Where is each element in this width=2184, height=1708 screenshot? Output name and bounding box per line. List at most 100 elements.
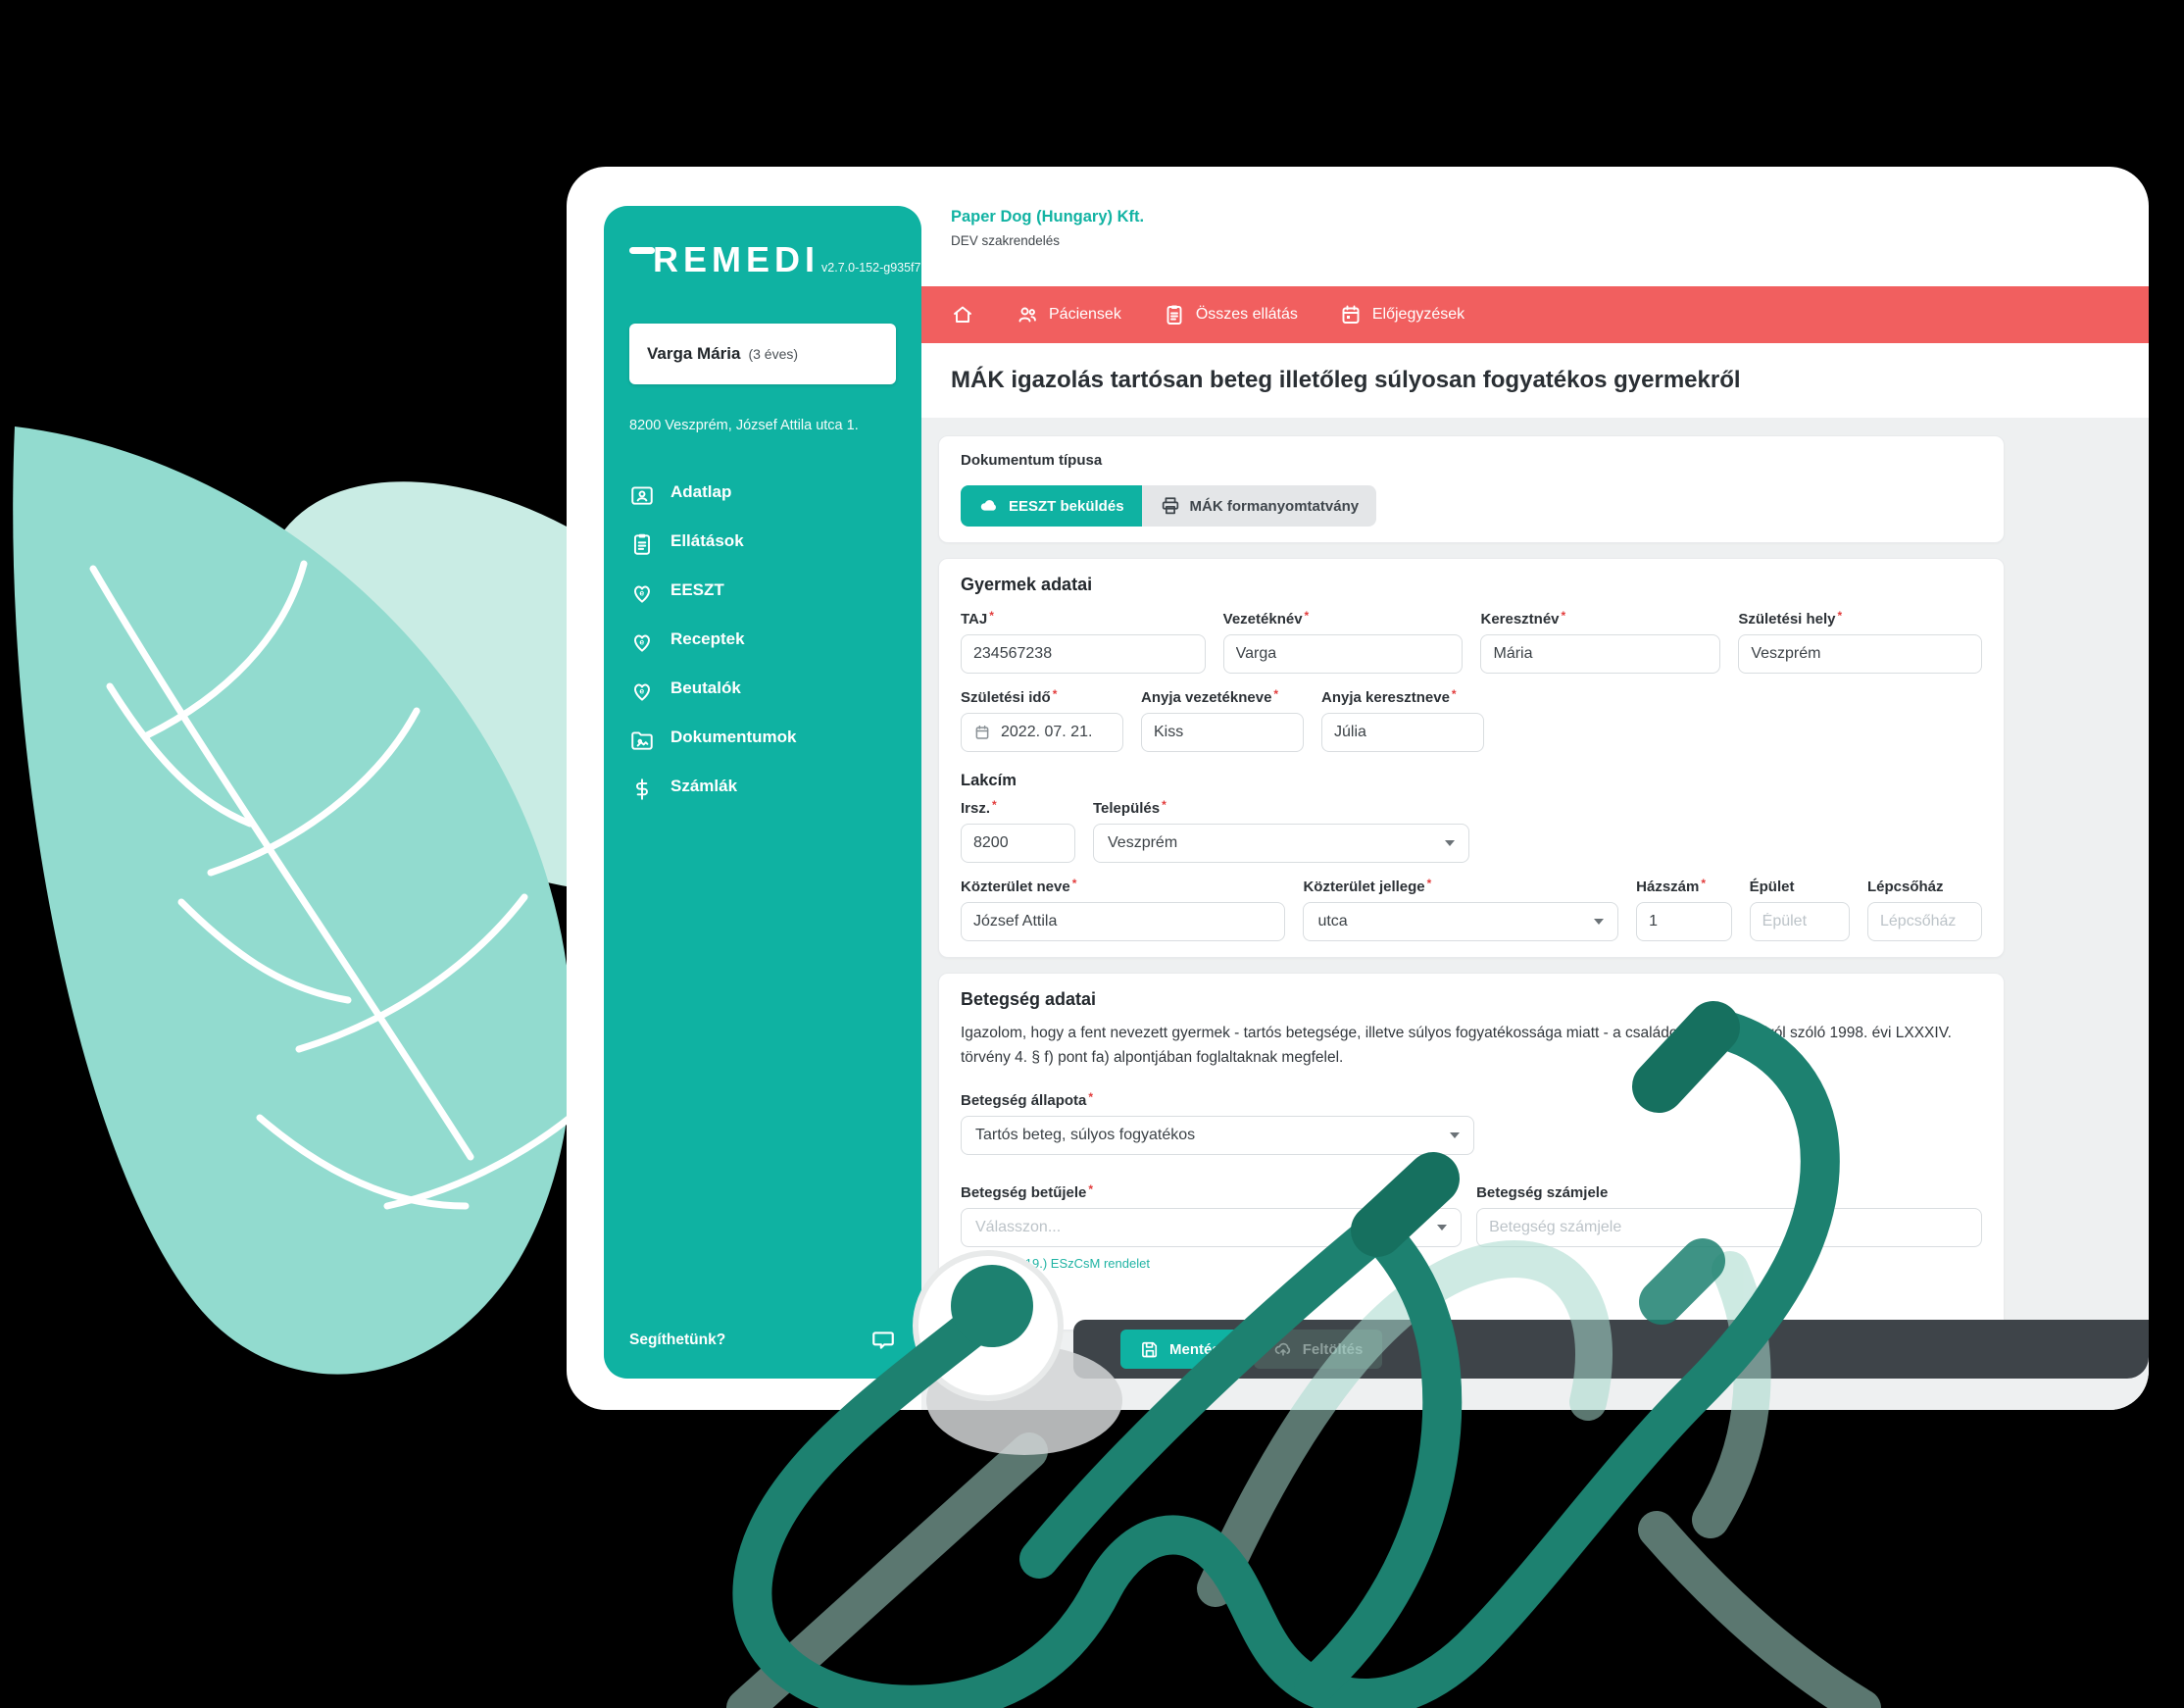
- house-number-input[interactable]: [1636, 902, 1732, 941]
- chat-bubble-icon: [872, 1331, 894, 1349]
- nav-item-label: Páciensek: [1049, 306, 1121, 323]
- field-epulet: Épület: [1749, 879, 1850, 941]
- sidebar-item-eeszt[interactable]: e EESZT: [629, 569, 896, 618]
- field-label: Születési idő: [961, 689, 1051, 706]
- toggle-label: MÁK formanyomtatvány: [1189, 497, 1360, 515]
- required-marker: *: [1426, 877, 1432, 890]
- chevron-down-icon: [1437, 1224, 1448, 1231]
- section-title: Gyermek adatai: [961, 575, 1093, 594]
- sidebar-item-receptek[interactable]: e Receptek: [629, 618, 896, 667]
- form-content: Dokumentum típusa EESZT beküldés: [921, 418, 2149, 1410]
- workspace-header: Paper Dog (Hungary) Kft. DEV szakrendelé…: [921, 167, 2149, 248]
- disease-letter-select[interactable]: Válasszon...: [961, 1207, 1463, 1247]
- patient-age: (3 éves): [748, 346, 799, 362]
- svg-text:e: e: [639, 686, 644, 696]
- logo-text: REMEDI: [653, 239, 820, 279]
- help-widget[interactable]: Segíthetünk?: [629, 1328, 896, 1353]
- nav-item-label: Összes ellátás: [1195, 306, 1298, 323]
- zip-input[interactable]: [961, 824, 1075, 863]
- sidebar-item-label: Adatlap: [670, 481, 732, 501]
- taj-input[interactable]: [961, 634, 1206, 674]
- patient-selector[interactable]: Varga Mária (3 éves): [629, 324, 896, 384]
- cloud-upload-icon: [1274, 1342, 1290, 1356]
- address-subheading: Lakcím: [961, 772, 1017, 789]
- save-icon: [1142, 1341, 1158, 1358]
- field-label: Betegség állapota: [961, 1091, 1087, 1109]
- field-anyja-keresztneve: Anyja keresztneve *: [1321, 687, 1484, 752]
- building-input[interactable]: [1749, 902, 1850, 941]
- upload-button[interactable]: Feltöltés: [1253, 1330, 1383, 1369]
- field-betegseg-szamjele: Betegség számjele: [1476, 1184, 1982, 1271]
- sidebar-item-ellatasok[interactable]: Ellátások: [629, 520, 896, 569]
- app-version: v2.7.0-152-g935f7ab: [821, 261, 935, 275]
- sidebar-item-dokumentumok[interactable]: Dokumentumok: [629, 716, 896, 765]
- birth-date-picker[interactable]: 2022. 07. 21.: [961, 713, 1123, 752]
- eeszt-heart-icon: e: [634, 634, 650, 652]
- disease-status-select[interactable]: Tartós beteg, súlyos fogyatékos: [961, 1115, 1474, 1155]
- required-marker: *: [989, 609, 994, 623]
- field-betegseg-allapota: Betegség állapota * Tartós beteg, súlyos …: [961, 1089, 1982, 1155]
- sidebar-item-label: Beutalók: [670, 678, 741, 697]
- page-title: MÁK igazolás tartósan beteg illetőleg sú…: [951, 367, 1741, 393]
- company-name: Paper Dog (Hungary) Kft.: [951, 208, 1145, 226]
- eeszt-heart-icon: e: [634, 585, 650, 603]
- street-type-select[interactable]: utca: [1303, 902, 1619, 941]
- toggle-eeszt-bekuldes[interactable]: EESZT beküldés: [961, 485, 1142, 527]
- home-icon[interactable]: [951, 303, 974, 327]
- patients-icon: [1018, 307, 1036, 323]
- field-label: Közterület jellege: [1303, 879, 1425, 895]
- mother-first-name-input[interactable]: [1321, 713, 1484, 752]
- nav-item-label: Előjegyzések: [1371, 306, 1465, 323]
- document-type-card: Dokumentum típusa EESZT beküldés: [938, 435, 2005, 543]
- disease-number-input[interactable]: [1476, 1207, 1982, 1247]
- section-title: Betegség adatai: [961, 989, 1097, 1009]
- field-label: Lépcsőház: [1867, 879, 1944, 895]
- field-label: Irsz.: [961, 800, 991, 817]
- birth-place-input[interactable]: [1738, 634, 1982, 674]
- leaf-veins: [89, 560, 607, 1210]
- toggle-mak-formanyomtatvany[interactable]: MÁK formanyomtatvány: [1141, 485, 1377, 527]
- street-type-value: utca: [1317, 913, 1348, 929]
- top-nav: Páciensek Összes ellátás: [921, 286, 2149, 343]
- last-name-input[interactable]: [1222, 634, 1464, 674]
- first-name-input[interactable]: [1480, 634, 1721, 674]
- field-hazszam: Házszám *: [1636, 877, 1732, 941]
- regulation-link[interactable]: 5/2003. (II. 19.) ESzCsM rendelet: [961, 1255, 1150, 1271]
- required-marker: *: [1088, 1089, 1094, 1104]
- required-marker: *: [1451, 687, 1457, 701]
- field-taj: TAJ *: [961, 609, 1206, 674]
- required-marker: *: [992, 798, 997, 812]
- field-label: Betegség számjele: [1476, 1183, 1609, 1201]
- field-irsz: Irsz. *: [961, 798, 1075, 863]
- sidebar-item-adatlap[interactable]: Adatlap: [629, 471, 896, 520]
- sidebar-item-beutalok[interactable]: e Beutalók: [629, 667, 896, 716]
- care-clipboard-icon: [1166, 305, 1182, 325]
- field-betegseg-betujele: Betegség betűjele * Válasszon... 5/2003. …: [961, 1182, 1463, 1271]
- save-button[interactable]: Mentés: [1120, 1330, 1240, 1369]
- sidebar-item-szamlak[interactable]: Számlák: [629, 765, 896, 814]
- required-marker: *: [1837, 609, 1843, 623]
- mother-last-name-input[interactable]: [1141, 713, 1304, 752]
- nav-item-osszes-ellatas[interactable]: Összes ellátás: [1163, 303, 1298, 327]
- birth-date-value: 2022. 07. 21.: [1001, 724, 1093, 740]
- sidebar-item-label: Ellátások: [670, 530, 744, 550]
- street-name-input[interactable]: [961, 902, 1286, 941]
- printer-icon: [1162, 497, 1178, 515]
- leaf-decoration: [13, 427, 647, 1375]
- field-label: Anyja vezetékneve: [1141, 689, 1272, 706]
- nav-item-elojegyzesek[interactable]: Előjegyzések: [1339, 303, 1464, 327]
- cloud-icon: [980, 500, 996, 511]
- disease-data-card: Betegség adatai Igazolom, hogy a fent ne…: [938, 973, 2005, 1331]
- nav-item-paciensek[interactable]: Páciensek: [1016, 303, 1121, 327]
- main-area: Paper Dog (Hungary) Kft. DEV szakrendelé…: [921, 167, 2149, 1410]
- field-kozterulet-jellege: Közterület jellege * utca: [1303, 877, 1619, 941]
- field-label: Keresztnév: [1480, 611, 1560, 628]
- city-select[interactable]: Veszprém: [1093, 824, 1469, 863]
- sidebar-menu: Adatlap Ellátások e EESZT: [629, 471, 896, 814]
- staircase-input[interactable]: [1867, 902, 1982, 941]
- document-type-label: Dokumentum típusa: [961, 452, 1103, 469]
- field-keresztnev: Keresztnév *: [1480, 609, 1721, 674]
- field-telepules: Település * Veszprém: [1093, 798, 1469, 863]
- footer-action-bar: Mentés Feltöltés: [1073, 1320, 2149, 1379]
- required-marker: *: [1071, 877, 1077, 890]
